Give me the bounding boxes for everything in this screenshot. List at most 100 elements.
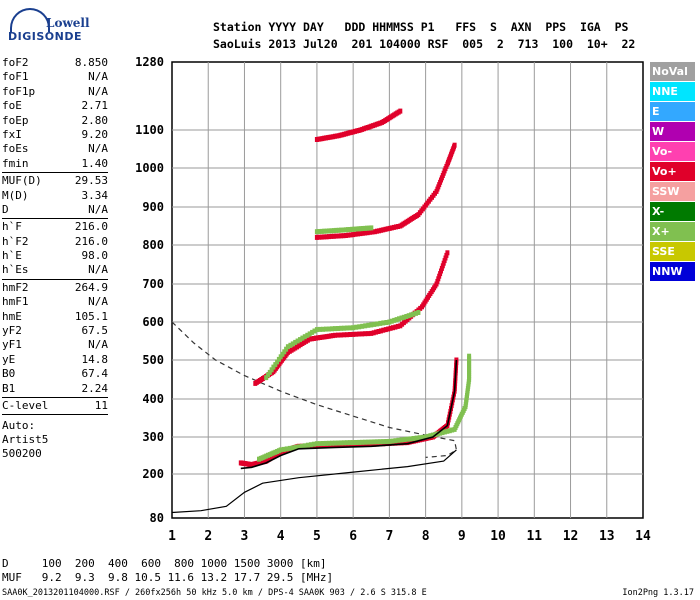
echo-point [326,333,331,339]
echo-point [447,428,452,434]
param-name: foEp [2,113,29,127]
echo-point [387,225,392,231]
echo-point [348,227,353,232]
param-row: h`F 216.0 [2,220,108,234]
param-value: 14.8 [81,352,109,366]
legend-item: Vo+ [650,162,695,181]
legend-item: SSE [650,242,695,261]
echo-point [321,441,325,446]
param-row: MUF(D) 29.53 [2,174,108,188]
echo-point [324,326,328,332]
param-name: foF1 [2,70,29,84]
echo-point [333,332,337,338]
echo-point [352,226,357,232]
param-value: 2.80 [81,113,109,127]
param-value: 264.9 [74,280,108,294]
echo-point [394,317,399,323]
y-tick-label: 1100 [135,123,164,137]
echo-point [360,331,365,337]
param-value: 8.850 [74,56,108,69]
echo-point [307,331,312,337]
echo-point [409,439,414,445]
echo-point [440,263,445,269]
echo-point [360,226,365,231]
param-row: foEs N/A [2,142,108,156]
param-row: hmF2 264.9 [2,281,108,295]
param-value: 1.40 [81,156,109,170]
param-separator [2,396,108,398]
echo-point [445,250,450,256]
echo-point [389,318,394,324]
echo-point [320,334,325,340]
echo-point [405,436,410,442]
echo-point [357,324,362,330]
param-row: h`F2 216.0 [2,235,108,249]
echo-point [284,446,289,452]
y-tick-label: 200 [142,467,164,481]
legend-item: SSW [650,182,695,201]
echo-point [369,439,374,445]
echo-point [348,232,353,238]
echo-point [408,436,413,442]
echo-point [389,225,394,231]
echo-point [330,440,334,446]
legend-item: NNW [650,262,695,281]
echo-point [345,332,350,338]
echo-point [383,226,388,232]
echo-point [336,326,341,331]
muf-row: MUF 9.2 9.3 9.8 10.5 11.6 13.2 17.7 29.5… [2,571,334,584]
param-row: foF1p N/A [2,85,108,99]
echo-point [366,331,371,337]
version-label: Ion2Png 1.3.17 [622,588,694,598]
param-name: yE [2,352,16,366]
autoscaling-info: Auto: Artist5 500200 [2,419,108,461]
echo-point [336,332,341,338]
echo-point [293,339,298,345]
echo-point [317,234,322,240]
echo-point [346,227,350,233]
echo-point [354,324,359,330]
x-tick-label: 1 [168,529,176,544]
echo-point [314,335,318,341]
echo-point [324,334,329,340]
echo-point [343,227,348,233]
param-name: fmin [2,156,29,170]
echo-point [384,320,389,325]
virtual-height-trace [240,359,458,470]
param-value: 67.4 [81,367,109,381]
y-tick-label: 700 [142,277,164,291]
echo-point [351,331,356,337]
echo-point [386,326,391,332]
echo-point [391,224,396,230]
echo-point [356,226,361,232]
param-row: fmin 1.40 [2,157,108,171]
echo-point [333,440,337,446]
echo-point [383,327,388,333]
echo-point [399,440,404,446]
echo-point [343,233,348,238]
param-name: hmE [2,309,22,323]
param-row: D N/A [2,203,108,217]
y-tick-label: 500 [142,353,164,367]
legend-item: X+ [650,222,695,241]
autoscaling-line: Artist5 [2,433,49,447]
echo-point [307,336,312,342]
echo-point [426,433,430,439]
echo-point [317,326,322,332]
param-value: N/A [88,142,108,156]
echo-point [377,228,382,234]
x-tick-label: 3 [241,529,249,544]
param-row: B1 2.24 [2,382,108,396]
param-value: 2.71 [81,99,109,113]
echo-point [317,441,322,447]
echo-point [450,427,455,433]
logo-text-digisonde: DIGISONDE [8,30,82,43]
param-value: 2.24 [81,381,109,395]
echo-point [348,440,353,446]
param-row: yF1 N/A [2,338,108,352]
param-row: B0 67.4 [2,367,108,381]
echo-point [392,317,397,323]
echo-point [329,233,334,239]
echo-point [310,329,315,335]
echo-point [314,229,319,235]
